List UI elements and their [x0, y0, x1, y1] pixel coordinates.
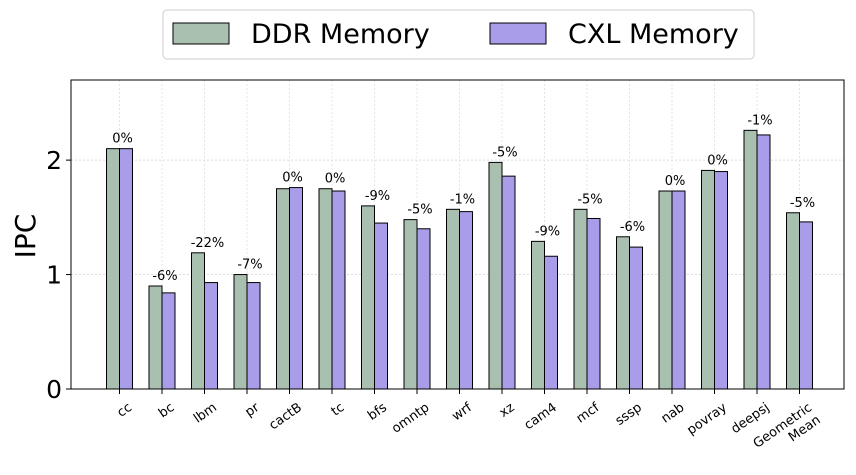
legend: DDR Memory CXL Memory [162, 9, 755, 60]
percent-annotation: -5% [492, 145, 517, 160]
x-tick-label: nab [659, 400, 688, 426]
ddr-bar [148, 285, 163, 390]
percent-annotation: -6% [620, 220, 645, 235]
percent-annotation: 0% [665, 174, 686, 189]
legend-label-cxl: CXL Memory [568, 19, 739, 50]
cxl-bar [671, 190, 686, 390]
ddr-bar [318, 188, 333, 390]
ddr-bar [361, 205, 375, 390]
cxl-bar [459, 211, 473, 390]
x-tick-label: cam4 [522, 400, 560, 433]
ddr-bar [531, 240, 545, 390]
cxl-bar [756, 134, 771, 390]
x-tick-label: bfs [365, 400, 390, 424]
y-tick-label: 2 [46, 146, 62, 175]
ddr-bar [233, 274, 248, 390]
cxl-bar [714, 171, 728, 390]
ddr-bar [743, 129, 758, 390]
cxl-bar [416, 228, 431, 390]
ddr-bar [786, 212, 800, 390]
cxl-bar [289, 187, 303, 390]
x-tick-label: povray [684, 400, 730, 438]
percent-annotation: -22% [191, 236, 225, 251]
percent-annotation: 0% [707, 153, 728, 168]
percent-annotation: -9% [535, 224, 560, 239]
x-tick-label: cactB [267, 400, 305, 433]
percent-annotation: -5% [407, 203, 432, 218]
ddr-bar [276, 188, 290, 390]
y-axis-label: IPC [9, 214, 42, 259]
ddr-bar [701, 169, 715, 390]
y-axis: 0 1 2 [46, 146, 71, 404]
ddr-bar [446, 208, 460, 390]
legend-label-ddr: DDR Memory [251, 19, 430, 50]
legend-swatch-ddr [172, 22, 230, 45]
cxl-bar [204, 282, 218, 390]
x-tick-label: cc [115, 400, 135, 420]
ddr-bar [191, 252, 205, 390]
percent-annotation: -5% [577, 192, 602, 207]
x-axis: cc bc lbm pr cactB tc bfs omntp wrf xz cam4 mcf sssp… [115, 389, 823, 451]
x-tick-label: xz [497, 400, 518, 421]
percent-annotation: -1% [747, 113, 772, 128]
plot-frame [70, 79, 845, 390]
cxl-bar [629, 246, 643, 390]
cxl-bar [501, 175, 516, 390]
percent-annotation: 0% [325, 172, 346, 187]
percent-annotation: -9% [365, 189, 390, 204]
x-tick-label: mcf [574, 400, 603, 427]
percent-annotation: 0% [112, 132, 133, 147]
x-tick-label: sssp [613, 400, 645, 429]
percent-annotation: -7% [237, 258, 262, 273]
x-tick-label: tc [329, 400, 348, 419]
ddr-bar [106, 148, 120, 390]
legend-swatch-cxl [489, 22, 547, 45]
cxl-bar [161, 292, 176, 390]
percent-annotation: -5% [790, 196, 815, 211]
legend-frame [162, 9, 755, 60]
cxl-bar [331, 190, 346, 390]
bars-group [106, 129, 813, 390]
y-tick-label: 1 [46, 261, 62, 290]
cxl-bar [586, 217, 601, 390]
y-tick-label: 0 [46, 375, 62, 404]
x-tick-label: wrf [449, 400, 475, 424]
ddr-bar [573, 208, 588, 390]
x-tick-label: omntp [389, 400, 432, 437]
ddr-bar [488, 161, 503, 390]
percent-annotations: 0% -6% -22% -7% 0% 0% -9% -5% -1% -5% -9% -5% -6% 0% 0… [112, 113, 815, 284]
ddr-bar [403, 219, 418, 390]
cxl-bar [119, 148, 133, 390]
x-tick-label: lbm [191, 400, 220, 426]
x-tick-label: bc [156, 400, 177, 421]
x-tick-label: pr [243, 400, 263, 420]
cxl-bar [799, 221, 813, 390]
percent-annotation: -6% [152, 269, 177, 284]
cxl-bar [374, 222, 388, 390]
ddr-bar [658, 190, 673, 390]
cxl-bar [544, 255, 558, 390]
percent-annotation: -1% [450, 192, 475, 207]
percent-annotation: 0% [282, 171, 303, 186]
ddr-bar [616, 236, 630, 390]
cxl-bar [246, 282, 261, 390]
